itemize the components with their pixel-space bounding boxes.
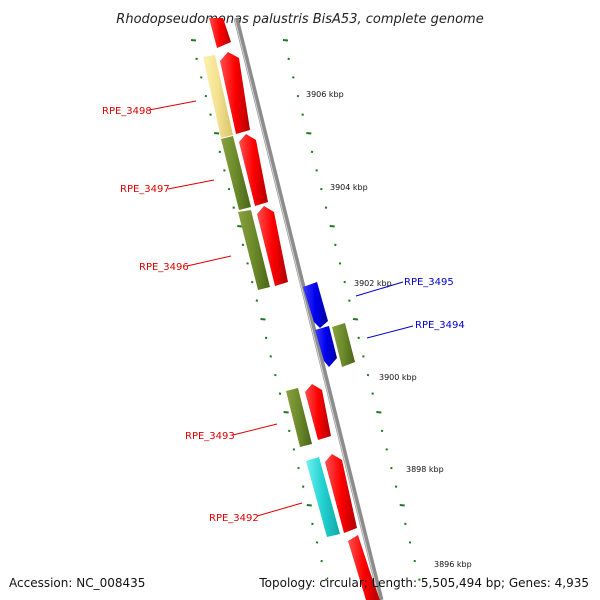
gene-rpe-3496[interactable]	[238, 210, 270, 290]
major-tick	[399, 504, 405, 507]
minor-tick	[292, 448, 296, 451]
gene-label[interactable]: RPE_3494	[415, 320, 465, 331]
gene-arrow-red[interactable]	[325, 454, 357, 533]
gene-rpe-3498[interactable]	[203, 55, 233, 138]
minor-tick	[288, 429, 291, 433]
minor-tick	[418, 578, 421, 581]
gene-rpe-3493[interactable]	[286, 388, 312, 447]
left-tick-row	[190, 39, 328, 581]
gene-label[interactable]: RPE_3496	[139, 262, 189, 273]
minor-tick	[241, 243, 245, 247]
genome-summary-text: Topology: circular; Length: 5,505,494 bp…	[258, 576, 589, 590]
gene-rpe-3497[interactable]	[221, 136, 251, 210]
major-tick	[352, 318, 359, 321]
minor-tick	[209, 113, 212, 116]
minor-tick	[325, 578, 328, 581]
major-tick	[306, 132, 312, 135]
kbp-label: 3902 kbp	[354, 279, 392, 288]
backbone-highlight	[234, 17, 380, 600]
minor-tick	[287, 57, 290, 61]
gene-arrow-red[interactable]	[239, 134, 268, 206]
minor-tick	[366, 373, 370, 377]
gene-label[interactable]: RPE_3495	[404, 277, 454, 288]
gene-label[interactable]: RPE_3498	[102, 106, 152, 117]
genome-title: Rhodopseudomonas palustris BisA53, compl…	[116, 12, 483, 27]
minor-tick	[255, 299, 259, 302]
kbp-label: 3896 kbp	[434, 560, 472, 569]
minor-tick	[343, 280, 346, 284]
minor-tick	[223, 169, 226, 172]
gene-rpe-3494-blue[interactable]	[315, 326, 337, 367]
minor-tick	[315, 169, 318, 172]
minor-tick	[296, 94, 300, 98]
minor-tick	[200, 76, 203, 79]
minor-tick	[320, 559, 323, 563]
major-tick	[260, 318, 266, 321]
kbp-label: 3900 kbp	[379, 373, 417, 382]
gene-arrow-red[interactable]	[348, 535, 380, 600]
minor-tick	[232, 206, 235, 209]
minor-tick	[250, 280, 254, 284]
minor-tick	[320, 187, 323, 191]
minor-tick	[380, 429, 384, 433]
minor-tick	[371, 392, 374, 395]
kbp-label: 3906 kbp	[306, 90, 344, 99]
minor-tick	[227, 187, 231, 191]
gene-label[interactable]: RPE_3497	[120, 184, 170, 195]
minor-tick	[315, 541, 319, 544]
gene-arrow-red[interactable]	[209, 18, 231, 48]
major-tick	[283, 411, 289, 414]
kbp-label: 3904 kbp	[330, 183, 368, 192]
major-tick	[237, 225, 243, 228]
minor-tick	[297, 466, 300, 470]
minor-tick	[385, 448, 388, 451]
minor-tick	[301, 485, 305, 488]
minor-tick	[310, 150, 314, 154]
minor-tick	[324, 206, 328, 209]
minor-tick	[357, 336, 360, 340]
minor-tick	[334, 243, 337, 247]
gene-arrow-red[interactable]	[305, 384, 331, 440]
minor-tick	[292, 76, 295, 79]
minor-tick	[301, 113, 304, 116]
minor-tick	[311, 522, 314, 526]
gene-label[interactable]: RPE_3493	[185, 431, 235, 442]
minor-tick	[278, 392, 282, 395]
minor-tick	[269, 355, 272, 358]
gene-track	[203, 18, 380, 600]
gene-rpe-3495[interactable]	[303, 282, 328, 328]
minor-tick	[246, 262, 249, 265]
right-tick-row	[282, 39, 421, 581]
backbone-line	[233, 17, 384, 600]
major-tick	[190, 39, 197, 42]
minor-tick	[274, 373, 277, 377]
major-tick	[214, 132, 220, 135]
major-tick	[306, 504, 312, 507]
major-tick	[376, 411, 382, 414]
gene-rpe-3494[interactable]	[332, 323, 355, 367]
minor-tick	[195, 57, 198, 61]
minor-tick	[362, 355, 365, 358]
minor-tick	[413, 559, 416, 563]
label-leaders	[148, 100, 414, 517]
major-tick	[282, 39, 289, 42]
minor-tick	[404, 522, 407, 526]
minor-tick	[218, 150, 222, 154]
minor-tick	[408, 541, 412, 544]
minor-tick	[390, 466, 393, 470]
kbp-label: 3898 kbp	[406, 465, 444, 474]
accession-text: Accession: NC_008435	[9, 576, 145, 590]
minor-tick	[348, 299, 351, 302]
minor-tick	[204, 94, 208, 98]
minor-tick	[394, 485, 398, 488]
major-tick	[329, 225, 335, 228]
gene-arrow-red[interactable]	[257, 206, 288, 286]
gene-rpe-3492[interactable]	[306, 457, 340, 537]
minor-tick	[338, 262, 342, 265]
gene-arrow-red[interactable]	[220, 52, 250, 134]
minor-tick	[264, 336, 268, 340]
gene-label[interactable]: RPE_3492	[209, 513, 259, 524]
